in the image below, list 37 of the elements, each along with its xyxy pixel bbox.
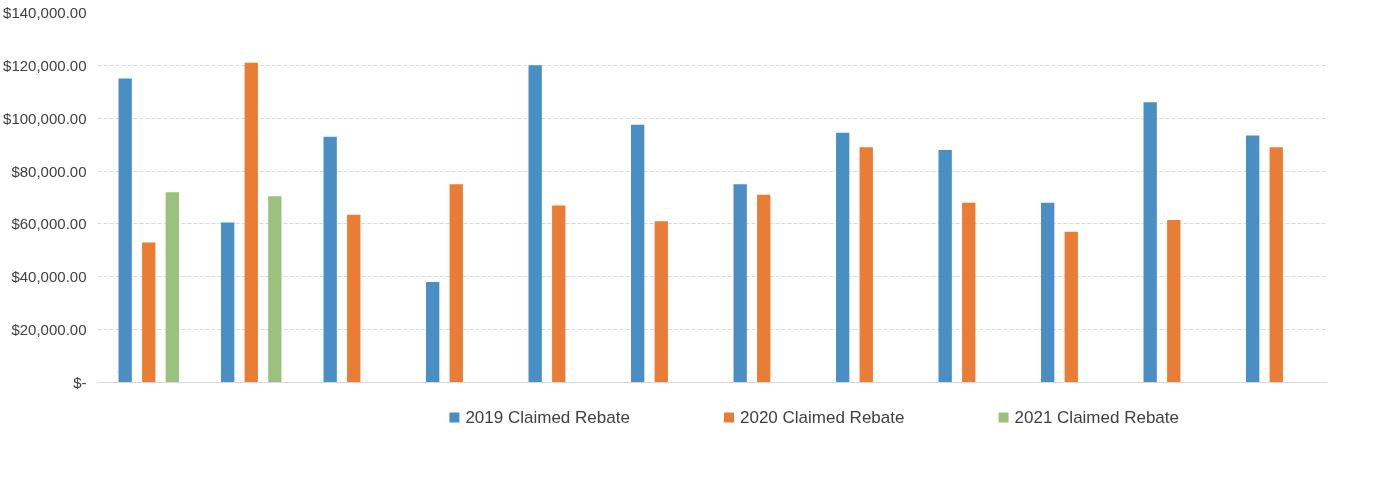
bar (244, 62, 258, 383)
y-tick-label: $- (73, 374, 87, 391)
y-tick-label: $60,000.00 (11, 215, 87, 233)
bar (836, 132, 850, 383)
bar (221, 222, 235, 383)
bar (1269, 147, 1283, 383)
bar (1041, 202, 1055, 383)
bar (733, 184, 747, 383)
bar (1167, 219, 1181, 383)
y-tick-label: $80,000.00 (11, 162, 87, 180)
bar (1143, 102, 1157, 383)
bar (1064, 231, 1078, 383)
bar (323, 136, 337, 383)
y-tick-label: $100,000.00 (3, 109, 87, 127)
bar (347, 214, 361, 383)
bar (142, 242, 156, 383)
y-tick-label: $40,000.00 (11, 268, 87, 286)
bar (654, 221, 668, 383)
bar (757, 194, 771, 383)
bar (118, 78, 132, 383)
y-tick-label: $120,000.00 (3, 56, 87, 74)
legend-label: 2021 Claimed Rebate (1014, 408, 1179, 427)
bar (165, 192, 179, 383)
y-tick-label: $140,000.00 (3, 4, 87, 21)
bar (962, 202, 976, 383)
bar (268, 196, 282, 383)
bar (631, 124, 645, 383)
bar (528, 65, 542, 383)
y-tick-label: $20,000.00 (11, 321, 87, 339)
legend-label: 2019 Claimed Rebate (465, 408, 630, 427)
bar (859, 147, 873, 383)
legend-label: 2020 Claimed Rebate (739, 408, 905, 427)
bar (552, 205, 566, 383)
bar (426, 282, 440, 383)
bar (938, 149, 952, 383)
bar (449, 184, 463, 383)
bar (1246, 135, 1260, 383)
